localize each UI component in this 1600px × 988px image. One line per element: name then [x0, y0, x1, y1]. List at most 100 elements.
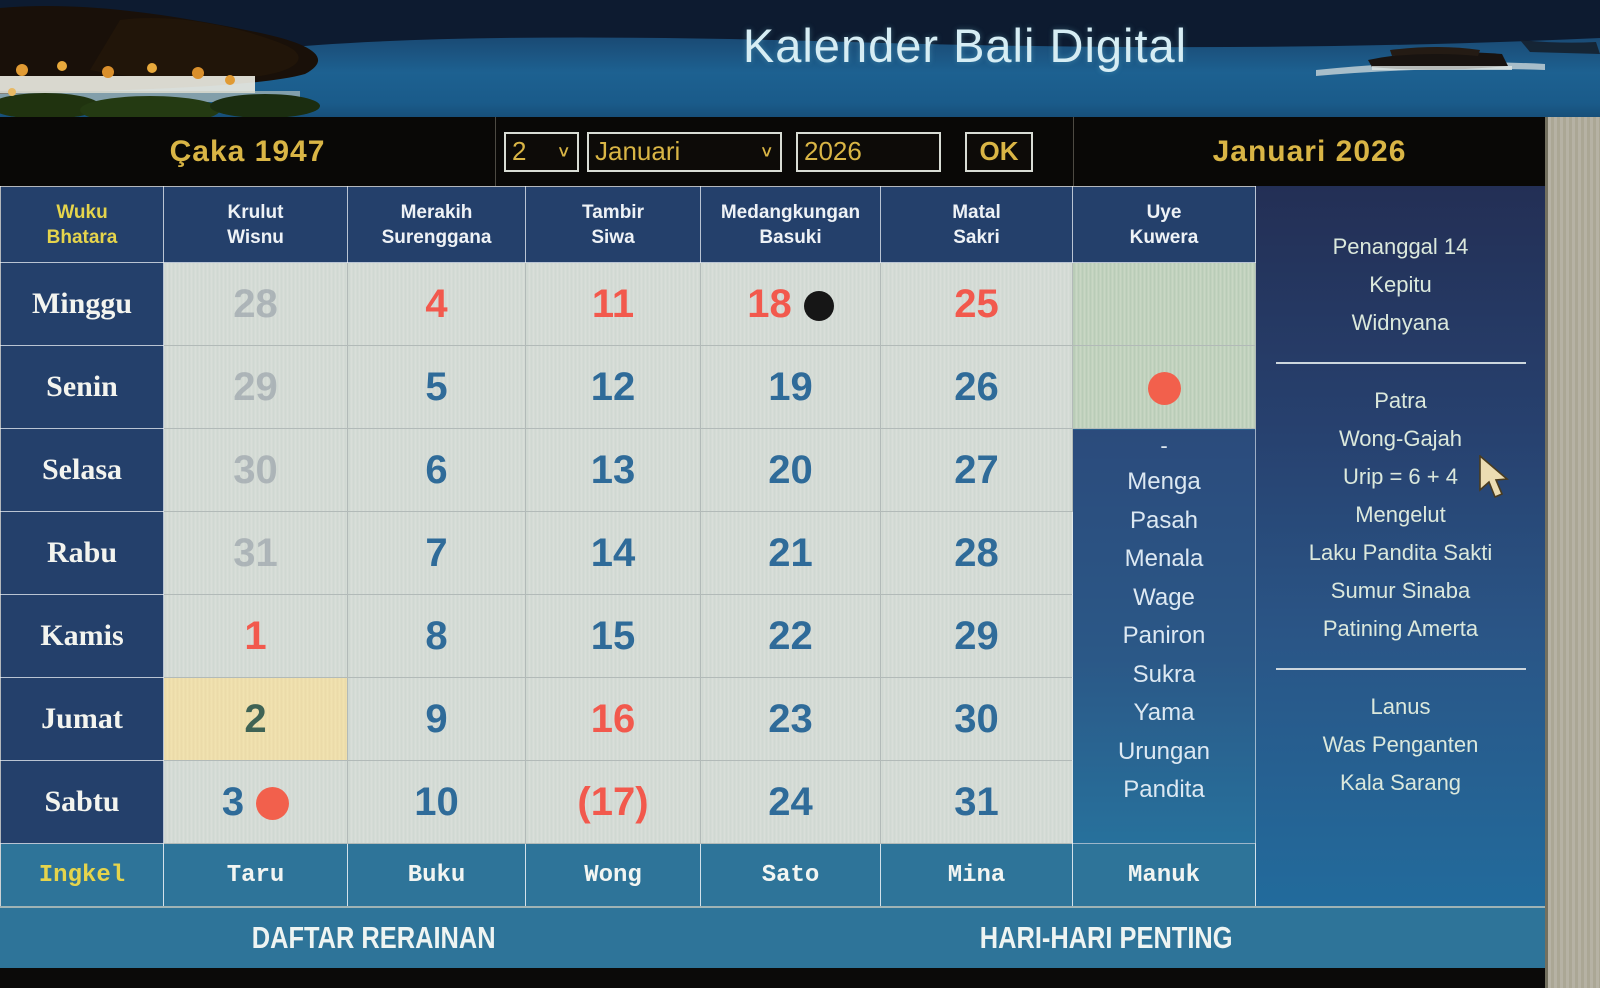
date-cell-8[interactable]: 8: [347, 594, 526, 678]
date-cell-10[interactable]: 10: [347, 760, 526, 844]
date-number: 26: [954, 364, 999, 409]
date-cell-17[interactable]: (17): [525, 760, 701, 844]
hari-hari-penting-link[interactable]: HARI-HARI PENTING: [980, 920, 1233, 955]
calendar-row-jumat: Jumat 2 9 16 23 30: [0, 677, 1256, 761]
day-label-selasa: Selasa: [0, 428, 164, 512]
date-cell-1[interactable]: 1: [163, 594, 348, 678]
day-label-jumat: Jumat: [0, 677, 164, 761]
date-cell-19[interactable]: 19: [700, 345, 881, 429]
date-cell-25[interactable]: 25: [880, 262, 1073, 346]
date-cell-16[interactable]: 16: [525, 677, 701, 761]
date-cell-11[interactable]: 11: [525, 262, 701, 346]
ingkel-value-taru: Taru: [163, 843, 348, 907]
week-header-uye: Uye Kuwera: [1072, 186, 1256, 263]
date-cell-28[interactable]: 28: [880, 511, 1073, 595]
day-label-minggu: Minggu: [0, 262, 164, 346]
day-label-kamis: Kamis: [0, 594, 164, 678]
deity-name: Surenggana: [381, 226, 492, 248]
sidebar-line: Urip = 6 + 4: [1343, 464, 1458, 489]
week-header-medangkungan: Medangkungan Basuki: [700, 186, 881, 263]
date-cell-24[interactable]: 24: [700, 760, 881, 844]
date-cell-6[interactable]: 6: [347, 428, 526, 512]
date-number: 27: [954, 447, 999, 492]
deity-name: Sakri: [953, 226, 1000, 248]
date-cell-31[interactable]: 31: [163, 511, 348, 595]
week-name: Uye: [1146, 201, 1182, 223]
day-label-sabtu: Sabtu: [0, 760, 164, 844]
date-cell-21[interactable]: 21: [700, 511, 881, 595]
date-number: 10: [414, 779, 459, 824]
date-cell-31[interactable]: 31: [880, 760, 1073, 844]
date-cell-20[interactable]: 20: [700, 428, 881, 512]
date-cell-28[interactable]: 28: [163, 262, 348, 346]
date-number: 29: [233, 364, 278, 409]
date-cell-14[interactable]: 14: [525, 511, 701, 595]
week-name: Medangkungan: [720, 201, 861, 223]
date-cell-30[interactable]: 30: [880, 677, 1073, 761]
daftar-rerainan-link[interactable]: DAFTAR RERAINAN: [251, 920, 496, 955]
date-number: 31: [233, 530, 278, 575]
date-cell-27[interactable]: 27: [880, 428, 1073, 512]
date-number: 4: [425, 281, 448, 326]
calendar-row-senin: Senin 29 5 12 19 26: [0, 345, 1256, 429]
month-select[interactable]: Januari ∨: [587, 131, 782, 172]
date-cell-13[interactable]: 13: [525, 428, 701, 512]
sidebar-line: Wong-Gajah: [1338, 426, 1463, 451]
date-cell-26[interactable]: 26: [880, 345, 1073, 429]
date-cell-29[interactable]: 29: [163, 345, 348, 429]
date-cell-2[interactable]: 2: [163, 677, 348, 761]
calendar-row-kamis: Kamis 1 8 15 22 29: [0, 594, 1256, 678]
date-cell-22[interactable]: 22: [700, 594, 881, 678]
date-cell-3[interactable]: 3: [163, 760, 348, 844]
panel-item-pasah: Pasah: [1129, 506, 1199, 534]
panel-item-paniron: Paniron: [1122, 622, 1206, 649]
pancawara-saptawara-panel: - Menga Pasah Menala Wage Paniron Sukra Yama Uru…: [1072, 428, 1256, 844]
bottom-strip: [0, 968, 1545, 988]
date-cell-30[interactable]: 30: [163, 428, 348, 512]
calendar-row-sabtu: Sabtu 3 10 (17) 24 31: [0, 760, 1256, 844]
date-controls: 2 ∨ Januari ∨ 2026 OK: [495, 117, 1073, 186]
deity-name: Kuwera: [1129, 226, 1199, 248]
week-header-tambir: Tambir Siwa: [525, 186, 701, 263]
sidebar-line: Patra: [1374, 388, 1427, 413]
date-cell-29[interactable]: 29: [880, 594, 1073, 678]
panel-item-menga: Menga: [1127, 468, 1201, 495]
date-cell-5[interactable]: 5: [347, 345, 526, 429]
uye-week-cell-senin[interactable]: [1072, 345, 1256, 429]
week-name: Krulut: [227, 201, 284, 223]
month-select-value: Januari: [595, 136, 681, 166]
date-cell-23[interactable]: 23: [700, 677, 881, 761]
date-number: 8: [425, 613, 448, 658]
date-cell-15[interactable]: 15: [525, 594, 701, 678]
saka-year-label: Çaka 1947: [169, 134, 326, 168]
mouse-cursor: [1479, 455, 1509, 499]
sidebar-divider: [1275, 362, 1526, 364]
date-cell-18[interactable]: 18: [700, 262, 881, 346]
screen-bezel: [1545, 117, 1600, 988]
ingkel-label: Ingkel: [0, 843, 164, 907]
date-cell-9[interactable]: 9: [347, 677, 526, 761]
calendar-row-minggu: Minggu 28 4 11 18 25: [0, 262, 1256, 346]
ingkel-value-sato: Sato: [700, 843, 881, 907]
ingkel-value-mina: Mina: [880, 843, 1073, 907]
date-number: (17): [577, 779, 649, 824]
date-cell-12[interactable]: 12: [525, 345, 701, 429]
week-header-merakih: Merakih Surenggana: [347, 186, 526, 263]
date-number: 28: [954, 530, 999, 575]
full-moon-purnama-icon: [256, 787, 290, 821]
week-name: Tambir: [582, 201, 644, 223]
date-cell-4[interactable]: 4: [347, 262, 526, 346]
year-input[interactable]: 2026: [796, 131, 941, 172]
ok-button[interactable]: OK: [965, 131, 1033, 172]
day-select[interactable]: 2 ∨: [504, 131, 579, 172]
corner-header-wuku-bhatara: Wuku Bhatara: [0, 186, 164, 263]
day-label-senin: Senin: [0, 345, 164, 429]
uye-week-cell-minggu[interactable]: [1072, 262, 1256, 346]
date-number: 28: [233, 281, 278, 326]
date-number: 20: [768, 447, 813, 492]
date-number: 30: [233, 447, 278, 492]
sidebar-line: Penanggal 14: [1332, 234, 1469, 259]
date-cell-7[interactable]: 7: [347, 511, 526, 595]
date-number: 30: [954, 696, 999, 741]
